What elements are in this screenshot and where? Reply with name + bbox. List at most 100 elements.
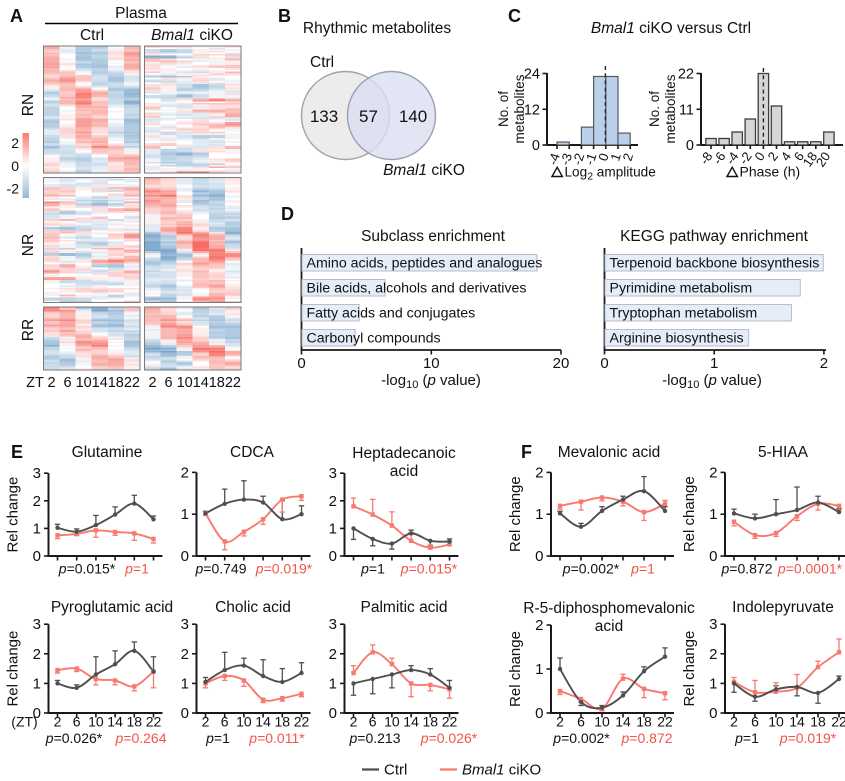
- svg-text:1: 1: [181, 675, 189, 692]
- svg-text:22: 22: [225, 375, 241, 391]
- svg-text:-2: -2: [7, 181, 20, 197]
- svg-text:5-HIAA: 5-HIAA: [758, 444, 809, 461]
- svg-text:Cholic acid: Cholic acid: [215, 599, 291, 616]
- svg-text:1: 1: [535, 661, 543, 678]
- svg-text:Plasma: Plasma: [115, 5, 167, 22]
- svg-text:2: 2: [181, 646, 189, 663]
- svg-text:2: 2: [202, 714, 210, 730]
- svg-text:Bmal1 ciKO: Bmal1 ciKO: [151, 27, 233, 44]
- svg-text:0: 0: [686, 138, 694, 154]
- svg-text:1: 1: [710, 355, 718, 372]
- svg-text:0: 0: [181, 705, 189, 722]
- svg-text:12: 12: [524, 102, 540, 118]
- svg-text:6: 6: [165, 375, 173, 391]
- svg-text:Mevalonic acid: Mevalonic acid: [558, 444, 661, 461]
- svg-text:6: 6: [221, 714, 229, 730]
- svg-text:6: 6: [73, 714, 81, 730]
- svg-text:acid: acid: [390, 463, 418, 480]
- svg-text:18: 18: [810, 714, 826, 730]
- svg-text:p=0.264: p=0.264: [114, 730, 166, 746]
- svg-text:0: 0: [11, 158, 19, 174]
- svg-text:Rel change: Rel change: [507, 631, 524, 707]
- svg-text:p=1: p=1: [734, 730, 759, 746]
- svg-text:2: 2: [329, 646, 337, 663]
- svg-text:D: D: [281, 204, 294, 224]
- svg-text:18: 18: [209, 375, 225, 391]
- svg-text:18: 18: [636, 714, 652, 730]
- svg-text:p=1: p=1: [630, 561, 655, 577]
- svg-text:22: 22: [294, 714, 310, 730]
- svg-text:-log10 (p value): -log10 (p value): [381, 372, 481, 391]
- svg-text:RR: RR: [20, 319, 37, 341]
- svg-text:22: 22: [146, 714, 162, 730]
- svg-text:1: 1: [607, 151, 624, 163]
- svg-text:10: 10: [768, 714, 784, 730]
- svg-text:Heptadecanoic: Heptadecanoic: [352, 445, 456, 462]
- svg-text:Bmal1 ciKO: Bmal1 ciKO: [462, 762, 541, 779]
- svg-text:p=0.213: p=0.213: [348, 730, 400, 746]
- svg-text:22: 22: [831, 714, 845, 730]
- svg-text:R-5-diphosphomevalonic: R-5-diphosphomevalonic: [523, 600, 695, 617]
- svg-text:2: 2: [47, 375, 55, 391]
- svg-text:10: 10: [76, 375, 92, 391]
- svg-text:E: E: [11, 442, 23, 462]
- svg-text:2: 2: [54, 714, 62, 730]
- svg-text:p=0.015*: p=0.015*: [58, 561, 116, 577]
- svg-text:Arginine biosynthesis: Arginine biosynthesis: [610, 331, 744, 347]
- svg-text:1: 1: [709, 506, 717, 523]
- svg-text:Rel change: Rel change: [681, 631, 698, 707]
- svg-text:Rel change: Rel change: [507, 476, 524, 552]
- svg-text:-2: -2: [569, 151, 587, 167]
- svg-text:20: 20: [813, 149, 834, 169]
- svg-text:2: 2: [329, 493, 337, 510]
- svg-text:14: 14: [107, 714, 123, 730]
- svg-text:0: 0: [532, 138, 540, 154]
- svg-text:Tryptophan metabolism: Tryptophan metabolism: [610, 306, 758, 322]
- svg-text:0: 0: [535, 705, 543, 722]
- svg-text:1: 1: [181, 506, 189, 523]
- svg-text:RN: RN: [20, 94, 37, 116]
- svg-text:2: 2: [33, 493, 41, 510]
- svg-text:14: 14: [193, 375, 209, 391]
- svg-text:2: 2: [709, 464, 717, 481]
- svg-text:Fatty acids and conjugates: Fatty acids and conjugates: [307, 306, 476, 322]
- svg-text:p=1: p=1: [124, 561, 149, 577]
- svg-text:metabolites: metabolites: [663, 74, 678, 143]
- svg-text:0: 0: [297, 355, 305, 372]
- svg-text:22: 22: [657, 714, 673, 730]
- svg-text:Bile acids, alcohols and deriv: Bile acids, alcohols and derivatives: [307, 281, 527, 297]
- svg-text:Rel change: Rel change: [5, 477, 22, 553]
- svg-text:0: 0: [600, 355, 608, 372]
- svg-text:3: 3: [33, 465, 41, 482]
- svg-text:6: 6: [751, 714, 759, 730]
- svg-text:2: 2: [556, 714, 564, 730]
- svg-text:3: 3: [33, 616, 41, 633]
- svg-text:Phase (h): Phase (h): [740, 164, 801, 180]
- svg-text:Ctrl: Ctrl: [310, 54, 334, 71]
- svg-text:2: 2: [820, 355, 828, 372]
- svg-text:22: 22: [442, 714, 458, 730]
- svg-text:F: F: [521, 442, 532, 462]
- svg-text:18: 18: [423, 714, 439, 730]
- svg-text:0: 0: [595, 151, 612, 163]
- svg-text:1: 1: [329, 520, 337, 537]
- svg-text:p=1: p=1: [205, 730, 230, 746]
- svg-text:14: 14: [255, 714, 271, 730]
- svg-text:2: 2: [148, 375, 156, 391]
- svg-text:(ZT): (ZT): [11, 714, 37, 730]
- svg-text:Amino acids, peptides and anal: Amino acids, peptides and analogues: [307, 256, 543, 272]
- svg-text:10: 10: [384, 714, 400, 730]
- svg-text:14: 14: [615, 714, 631, 730]
- svg-text:22: 22: [678, 67, 694, 83]
- svg-text:3: 3: [329, 465, 337, 482]
- svg-text:CDCA: CDCA: [230, 444, 275, 461]
- svg-text:22: 22: [124, 375, 140, 391]
- svg-text:p=0.019*: p=0.019*: [779, 730, 837, 746]
- svg-text:0: 0: [33, 705, 41, 722]
- svg-text:acid: acid: [595, 618, 623, 635]
- svg-text:3: 3: [709, 616, 717, 633]
- svg-text:0: 0: [181, 548, 189, 565]
- svg-text:6: 6: [369, 714, 377, 730]
- svg-text:Rel change: Rel change: [681, 476, 698, 552]
- svg-text:KEGG pathway enrichment: KEGG pathway enrichment: [620, 228, 809, 245]
